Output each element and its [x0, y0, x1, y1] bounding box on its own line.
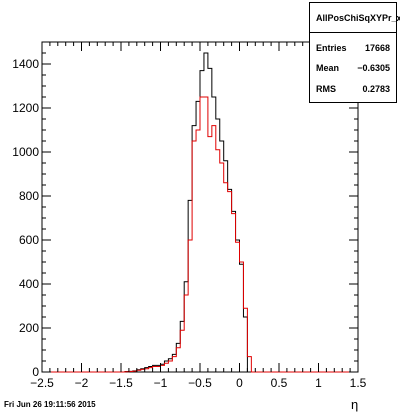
y-tick-label: 0 — [32, 365, 39, 379]
x-tick-label: 0 — [236, 376, 243, 390]
y-tick-label: 200 — [19, 321, 39, 335]
stats-entries-value: 17668 — [364, 43, 390, 53]
y-tick-label: 800 — [19, 189, 39, 203]
x-tick-label: 1 — [315, 376, 322, 390]
stats-rms-label: RMS — [316, 84, 336, 94]
y-tick-label: 600 — [19, 233, 39, 247]
x-tick-label: −2 — [75, 376, 89, 390]
x-tick-label: 1.5 — [350, 376, 367, 390]
y-tick-label: 1000 — [12, 145, 39, 159]
x-tick-label: 0.5 — [271, 376, 288, 390]
stats-rms-value: 0.2783 — [362, 84, 390, 94]
stats-mean-label: Mean — [316, 63, 340, 73]
y-tick-label: 1400 — [12, 57, 39, 71]
x-tick-label: −1 — [154, 376, 168, 390]
x-axis-label: η — [351, 397, 359, 412]
x-tick-label: −2.5 — [30, 376, 54, 390]
stats-entries-label: Entries — [316, 43, 347, 53]
x-tick-label: −1.5 — [109, 376, 133, 390]
y-tick-label: 1200 — [12, 101, 39, 115]
y-axis: 0 200 400 600 800 1000 1200 1400 — [12, 41, 358, 379]
series-1-line — [42, 96, 358, 373]
stats-title: AllPosChiSqXYPr_x — [310, 3, 400, 33]
stats-mean-value: −0.6305 — [357, 63, 390, 73]
timestamp-footer: Fri Jun 26 19:11:56 2015 — [4, 400, 96, 409]
series-layer — [42, 52, 358, 373]
stats-box: AllPosChiSqXYPr_x Entries 17668 Mean −0.… — [309, 2, 400, 103]
y-tick-label: 400 — [19, 277, 39, 291]
x-tick-label: −0.5 — [188, 376, 212, 390]
